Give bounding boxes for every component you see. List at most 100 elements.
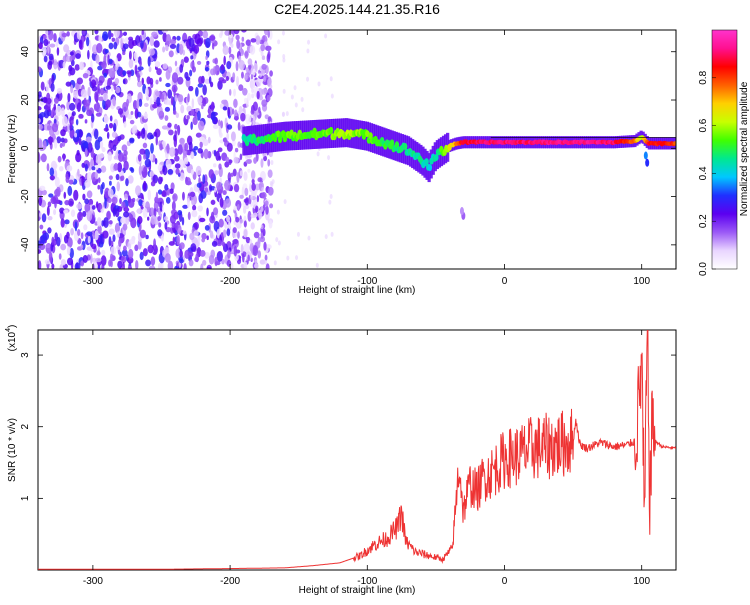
spectrogram-noise-cell — [244, 187, 249, 197]
spectrogram-noise-cell — [217, 80, 223, 90]
spectrogram-noise-cell — [226, 228, 231, 237]
spectrogram-noise-cell — [43, 96, 47, 104]
spectrogram-noise-cell — [135, 259, 139, 269]
spectrogram-noise-cell — [281, 111, 285, 117]
spectrogram-noise-cell — [190, 169, 195, 175]
spectrogram-noise-cell — [226, 60, 232, 70]
spectrogram-noise-cell — [186, 115, 190, 120]
spectrogram-noise-cell — [75, 118, 79, 126]
spectrogram-noise-cell — [224, 161, 230, 168]
spectrogram-noise-cell — [95, 112, 102, 117]
spectrogram-noise-cell — [242, 205, 247, 214]
spectrogram-ridge-layer — [241, 118, 676, 220]
spectrogram-noise-cell — [95, 201, 99, 209]
spectrogram-noise-cell — [199, 217, 206, 223]
spectrogram-noise-cell — [136, 208, 141, 214]
spectrogram-noise-cell — [67, 92, 71, 103]
spectrogram-noise-cell — [290, 94, 294, 100]
spectrogram-noise-cell — [219, 131, 223, 138]
spectrogram-noise-cell — [207, 190, 211, 196]
spectrogram-noise-cell — [175, 112, 180, 119]
spectrogram-noise-cell — [106, 131, 110, 140]
spectrogram-noise-cell — [87, 49, 90, 60]
spectrogram-noise-cell — [60, 218, 65, 228]
spectrogram-noise-cell — [306, 48, 310, 54]
spectrogram-noise-cell — [209, 230, 214, 239]
spectrogram-noise-cell — [222, 241, 226, 247]
spectrogram-noise-cell — [245, 159, 252, 164]
spectrogram-noise-cell — [56, 87, 63, 94]
spectrogram-noise-cell — [142, 248, 148, 257]
spectrogram-noise-cell — [94, 171, 99, 180]
spectrogram-noise-cell — [185, 76, 191, 81]
spectrogram-noise-cell — [172, 236, 176, 244]
spectrogram-noise-cell — [62, 153, 66, 162]
spectrogram-noise-cell — [38, 124, 43, 130]
spectrogram-noise-cell — [226, 259, 232, 267]
spectrogram-noise-cell — [97, 224, 102, 234]
spectrogram-noise-cell — [204, 251, 210, 259]
spectrogram-noise-cell — [222, 190, 227, 196]
spectrogram-noise-cell — [122, 101, 129, 112]
spectrogram-noise-cell — [145, 259, 152, 267]
spectrogram-noise-cell — [282, 57, 286, 63]
spectrogram-noise-cell — [205, 37, 211, 49]
spectrogram-noise-cell — [62, 61, 66, 69]
spectrogram-noise-cell — [176, 35, 181, 41]
spectrogram-noise-cell — [277, 39, 281, 45]
spectrogram-noise-cell — [263, 30, 269, 36]
spectrogram-noise-cell — [46, 205, 50, 216]
spectrogram-noise-cell — [98, 34, 102, 43]
spectrogram-noise-cell — [231, 139, 236, 147]
spectrogram-noise-cell — [161, 190, 167, 197]
spectrogram-noise-cell — [208, 169, 215, 179]
spectrogram-noise-cell — [259, 72, 263, 78]
spectrogram-noise-cell — [233, 30, 240, 35]
spectrogram-noise-cell — [137, 66, 144, 71]
spectrogram-ridge-cell — [312, 127, 317, 135]
spectrogram-noise-cell — [103, 217, 109, 229]
spectrogram-noise-cell — [239, 170, 243, 177]
spectrogram-noise-cell — [122, 70, 127, 77]
colorbar-gradient — [711, 29, 738, 270]
spectrogram-noise-cell — [191, 66, 196, 73]
spectrogram-noise-cell — [110, 246, 117, 255]
spectrogram-noise-cell — [162, 165, 166, 173]
spectrogram-noise-cell — [66, 231, 70, 239]
x-tick-label: 0 — [502, 276, 508, 287]
spectrogram-noise-cell — [91, 79, 97, 88]
spectrogram-noise-cell — [189, 232, 195, 241]
spectrogram-noise-cell — [190, 55, 194, 60]
spectrogram-noise-cell — [222, 229, 227, 238]
spectrogram-noise-cell — [202, 139, 209, 147]
spectrogram-noise-cell — [190, 108, 195, 116]
spectrogram-noise-cell — [233, 245, 238, 257]
spectrogram-noise-cell — [128, 59, 134, 69]
spectrogram-noise-cell — [69, 51, 74, 56]
spectrogram-noise-cell — [137, 72, 141, 83]
spectrogram-noise-cell — [142, 207, 148, 219]
spectrogram-noise-cell — [267, 159, 271, 167]
spectrogram-noise-cell — [286, 255, 290, 261]
spectrogram-noise-cell — [101, 249, 106, 256]
spectrogram-noise-cell — [228, 220, 231, 231]
spectrogram-noise-cell — [217, 147, 223, 153]
spectrogram-noise-cell — [38, 66, 42, 73]
spectrogram-noise-cell — [49, 43, 56, 48]
spectrogram-noise-cell — [161, 93, 165, 103]
spectrogram-noise-cell — [63, 191, 67, 199]
spectrogram-noise-cell — [101, 146, 106, 153]
spectrogram-noise-cell — [165, 44, 169, 52]
spectrogram-noise-cell — [239, 219, 244, 224]
spectrogram-noise-cell — [94, 230, 99, 241]
spectrogram-noise-cell — [191, 200, 195, 206]
spectrogram-noise-cell — [108, 175, 113, 180]
spectrogram-noise-cell — [143, 166, 148, 176]
spectrogram-noise-cell — [42, 140, 47, 150]
spectrogram-noise-cell — [113, 41, 118, 50]
colorbar: 0.0 0.2 0.4 0.6 0.8 Normalized spectral ampl… — [698, 29, 750, 276]
spectrogram-noise-cell — [251, 88, 255, 94]
spectrogram-noise-cell — [38, 196, 42, 207]
spectrogram-noise-cell — [226, 132, 230, 141]
spectrogram-noise-cell — [264, 200, 269, 207]
